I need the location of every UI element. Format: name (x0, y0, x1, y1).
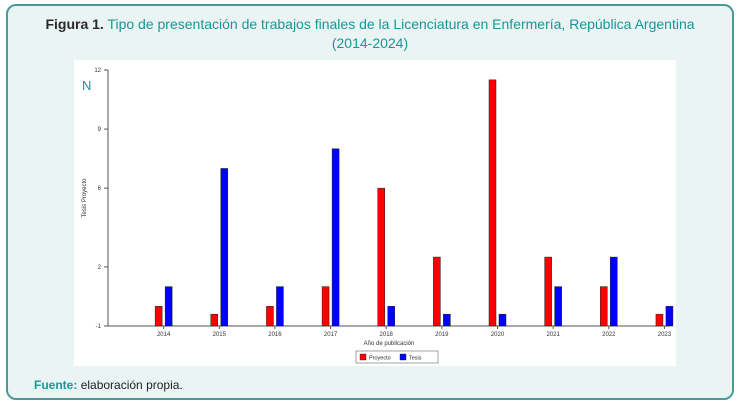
y-axis-label: Tesis Proyecto (82, 178, 88, 218)
x-tick-label: 2015 (213, 332, 227, 338)
bar-tesis-2015 (220, 168, 229, 327)
bar-proyecto-2019 (433, 256, 441, 327)
x-axis-label: Año de publicación (364, 341, 415, 347)
legend-box (355, 350, 439, 364)
y-tick-label: 9 (98, 127, 102, 133)
bar-tesis-2017 (331, 148, 340, 327)
x-tick-label: 2020 (491, 332, 505, 338)
figure-frame: Figura 1. Tipo de presentación de trabaj… (6, 4, 734, 400)
x-tick-label: 2017 (324, 332, 338, 338)
bar-proyecto-2021 (544, 256, 552, 327)
source-text: elaboración propia. (80, 378, 183, 392)
corner-label: N (82, 78, 91, 93)
legend-label-proyecto: Proyecto (369, 356, 391, 362)
chart-panel: N -1 2 6 9 12 Tesis Proyecto 2014 2015 2016 2017 20… (74, 60, 676, 366)
legend-swatch-proyecto (359, 353, 367, 361)
bar-proyecto-2022 (600, 286, 608, 327)
bar-tesis-2019 (443, 313, 451, 327)
bar-proyecto-2018 (377, 187, 385, 327)
bar-tesis-2020 (498, 313, 507, 327)
bar-proyecto-2023 (655, 313, 664, 327)
source-label: Fuente: (34, 378, 78, 392)
figure-source: Fuente: elaboración propia. (34, 378, 183, 392)
x-tick-label: 2022 (602, 332, 616, 338)
x-tick-label: 2023 (658, 332, 672, 338)
figure-subtitle: (2014-2024) (331, 35, 409, 51)
y-tick-label: 12 (94, 68, 101, 74)
bar-proyecto-2016 (266, 306, 274, 327)
legend-swatch-tesis (399, 353, 407, 361)
x-tick-label: 2016 (268, 332, 282, 338)
x-tick-label: 2021 (546, 332, 560, 338)
legend-label-tesis: Tesis (409, 356, 422, 362)
y-tick-label: 6 (98, 186, 102, 192)
bar-proyecto-2015 (210, 313, 219, 327)
y-tick-label: 2 (98, 265, 102, 271)
bar-tesis-2021 (554, 286, 562, 327)
bar-proyecto-2020 (488, 79, 497, 327)
figure-title: Tipo de presentación de trabajos finales… (107, 16, 695, 32)
bar-proyecto-2014 (154, 306, 163, 327)
x-tick-label: 2018 (380, 332, 394, 338)
bar-chart: N -1 2 6 9 12 Tesis Proyecto 2014 2015 2016 2017 20… (82, 68, 674, 364)
bar-tesis-2022 (610, 256, 618, 327)
bar-tesis-2016 (276, 286, 284, 327)
bar-tesis-2014 (164, 286, 173, 327)
bar-proyecto-2017 (321, 286, 330, 327)
figure-caption: Figura 1. Tipo de presentación de trabaj… (28, 15, 712, 53)
x-tick-label: 2019 (435, 332, 449, 338)
bar-tesis-2023 (665, 306, 674, 327)
y-tick-label: -1 (96, 324, 102, 330)
figure-label: Figura 1. (45, 16, 104, 32)
x-tick-label: 2014 (157, 332, 171, 338)
bar-tesis-2018 (387, 306, 395, 327)
